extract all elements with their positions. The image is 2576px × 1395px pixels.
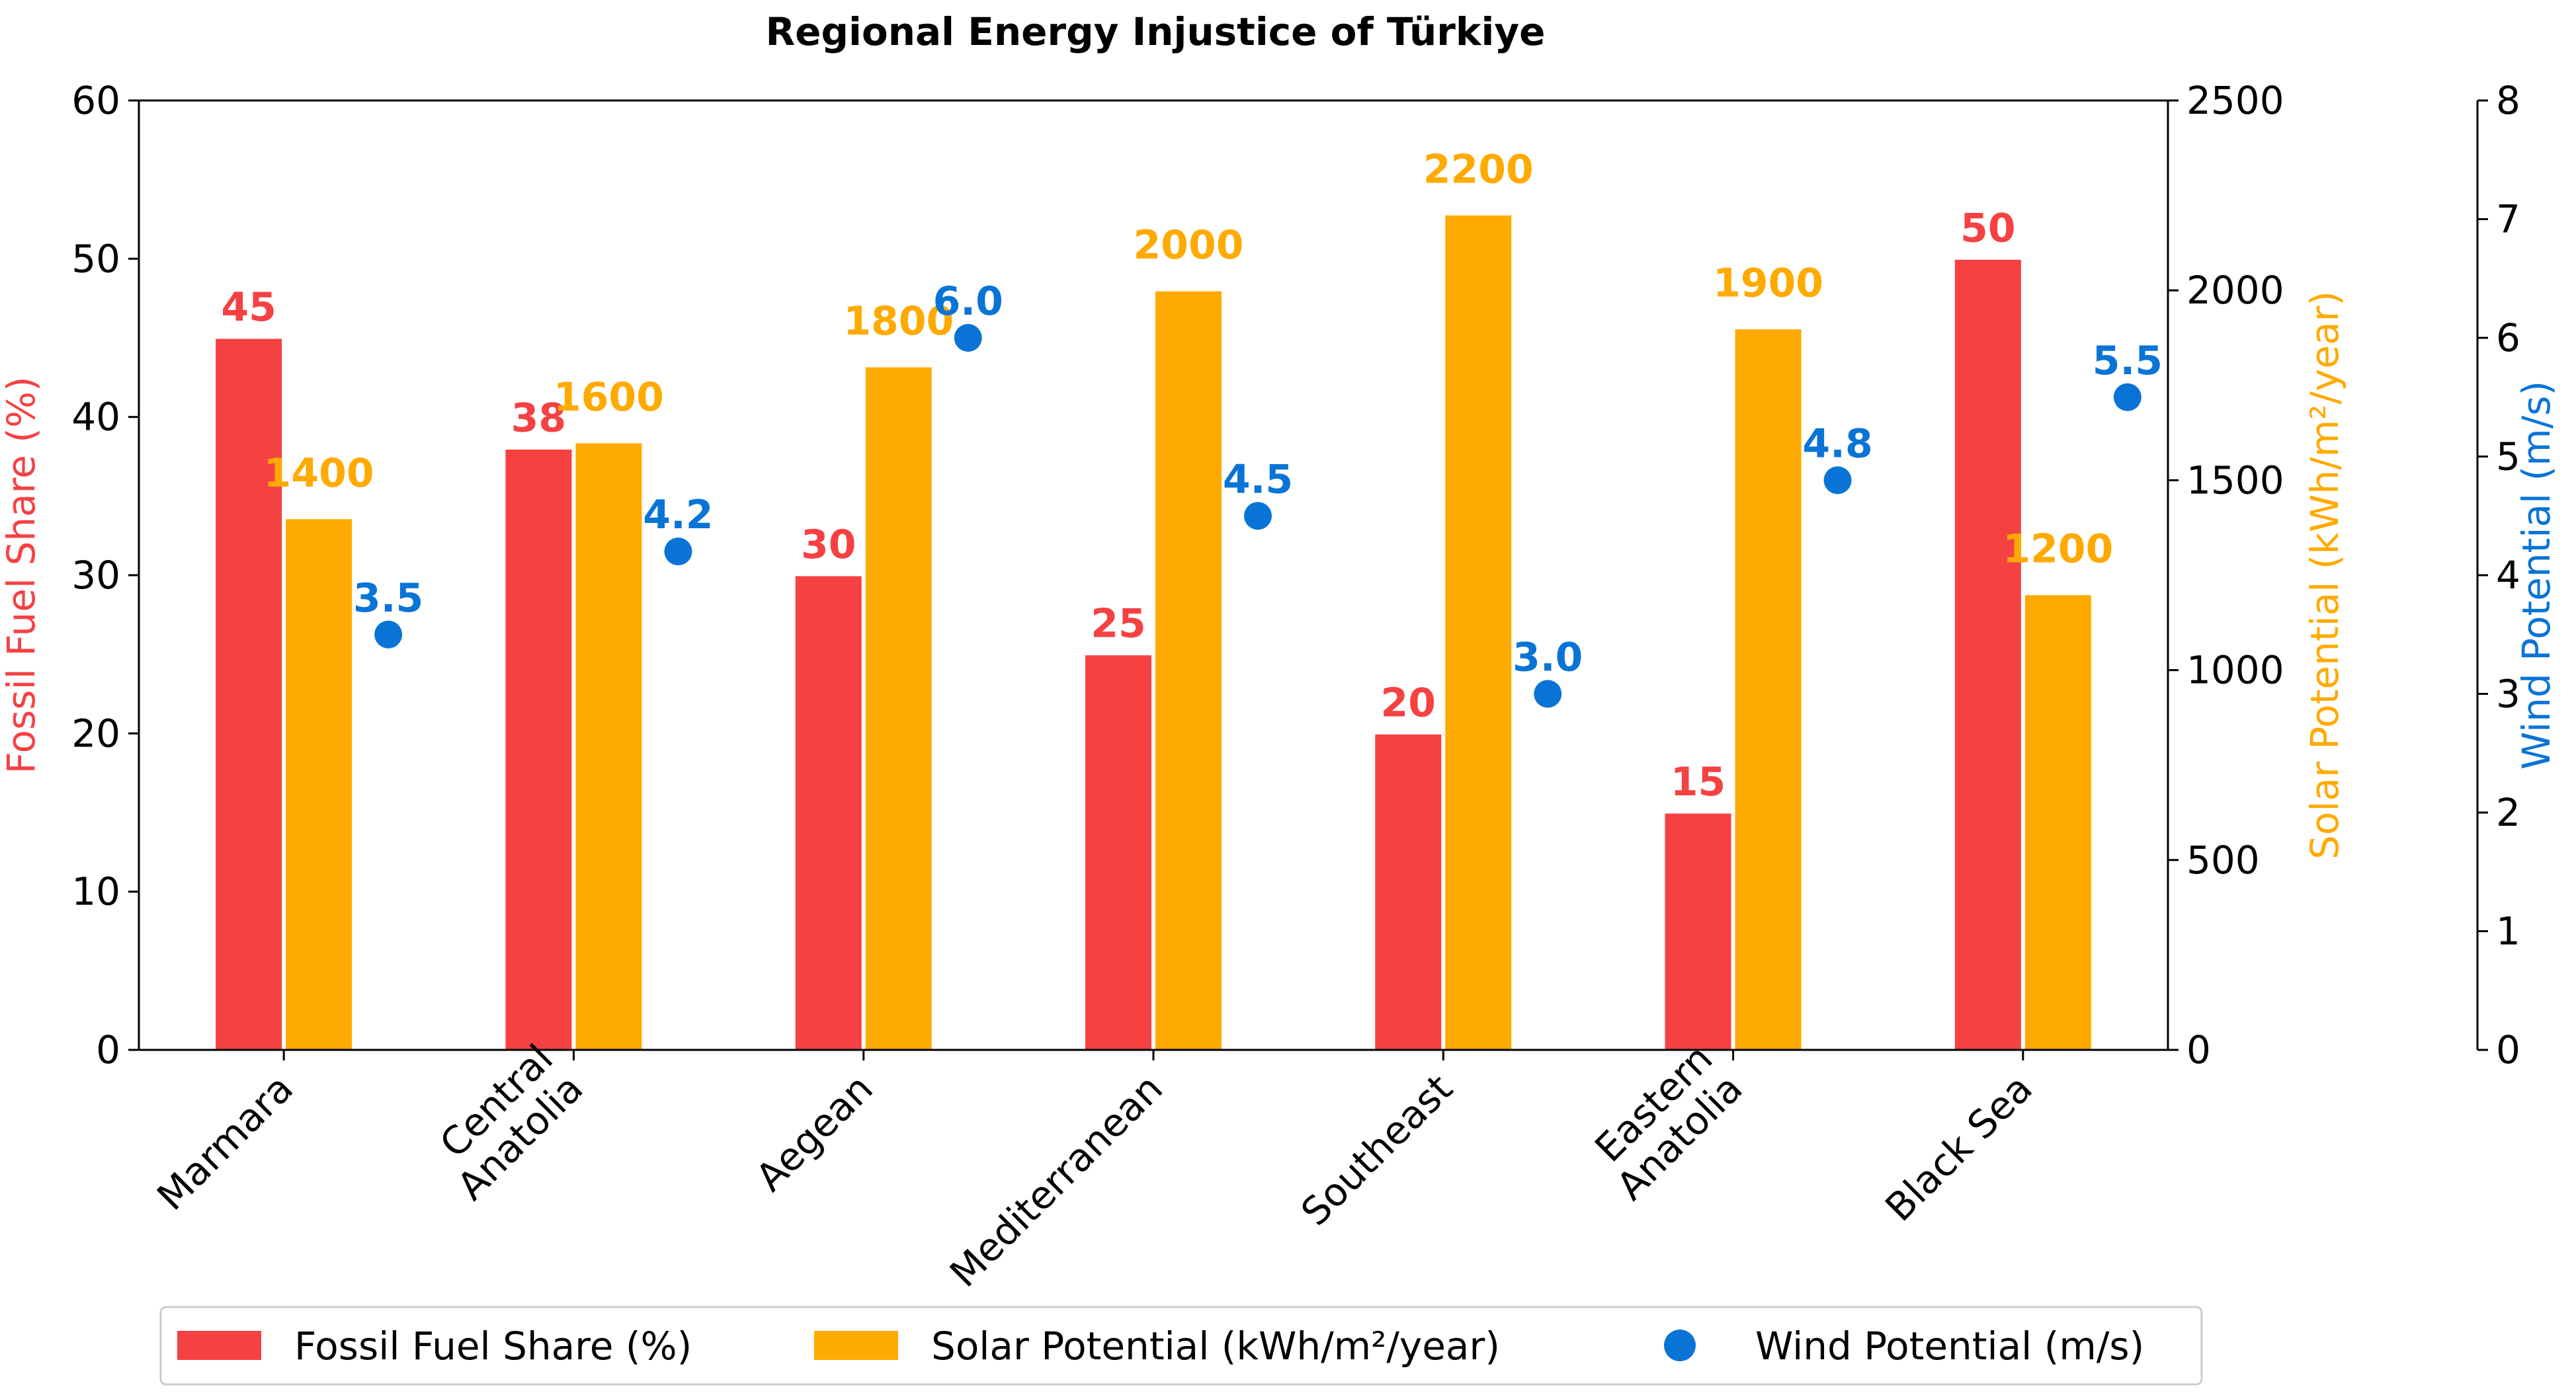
label-fossil: 15 [1671, 759, 1726, 805]
point-wind [1823, 466, 1852, 495]
label-wind: 4.5 [1223, 456, 1293, 502]
bar-solar [863, 365, 934, 1051]
wind-tick-label: 5 [2496, 434, 2520, 479]
point-wind [374, 620, 403, 649]
wind-tick-label: 4 [2496, 553, 2520, 598]
bar-fossil [1952, 257, 2023, 1051]
right-tick-label: 0 [2186, 1027, 2211, 1072]
label-solar: 2200 [1423, 146, 1534, 192]
bar-solar [1443, 213, 1514, 1051]
wind-tick-label: 6 [2496, 315, 2520, 360]
bar-solar [1733, 327, 1804, 1051]
right-tick-label: 1500 [2186, 458, 2284, 502]
wind-axis-title: Wind Potential (m/s) [2514, 381, 2559, 770]
category-label: Aegean [747, 1066, 882, 1200]
left-tick-label: 30 [71, 553, 120, 598]
left-tick-label: 10 [71, 869, 120, 914]
bar-solar [573, 441, 644, 1051]
label-solar: 1900 [1713, 260, 1823, 307]
category-label: Southeast [1292, 1066, 1461, 1234]
right-tick-label: 500 [2186, 838, 2260, 883]
left-tick-label: 50 [71, 236, 120, 281]
bar-solar [284, 517, 354, 1051]
wind-tick-label: 2 [2496, 790, 2520, 835]
category-label: Mediterranean [941, 1066, 1171, 1296]
legend-label-solar: Solar Potential (kWh/m²/year) [931, 1324, 1500, 1369]
label-solar: 1600 [554, 374, 664, 420]
label-wind: 5.5 [2093, 338, 2163, 384]
label-fossil: 30 [801, 522, 856, 568]
label-wind: 6.0 [933, 278, 1003, 325]
wind-points [374, 324, 2141, 708]
category-label: Marmara [148, 1066, 302, 1219]
wind-axis-ticks: 0 1 2 3 4 5 6 7 8 [2477, 78, 2520, 1072]
solar-bars [284, 213, 2093, 1051]
legend-label-wind: Wind Potential (m/s) [1755, 1324, 2144, 1369]
legend-box [159, 1306, 2203, 1386]
label-solar: 1200 [2003, 526, 2113, 573]
label-wind: 4.2 [643, 492, 713, 538]
category-label: Black Sea [1876, 1066, 2040, 1230]
label-fossil: 45 [221, 284, 276, 331]
label-wind: 3.0 [1513, 635, 1583, 681]
right-axis-ticks: 0 500 1000 1500 2000 2500 [2168, 78, 2284, 1072]
bar-fossil [1083, 653, 1153, 1051]
wind-tick-label: 3 [2496, 672, 2520, 717]
wind-tick-label: 0 [2496, 1027, 2520, 1072]
right-axis-title: Solar Potential (kWh/m²/year) [2302, 291, 2347, 859]
right-tick-label: 1000 [2186, 648, 2284, 693]
right-tick-label: 2500 [2186, 78, 2284, 123]
left-tick-label: 0 [96, 1027, 120, 1072]
label-fossil: 50 [1960, 205, 2016, 251]
bar-solar [1153, 289, 1224, 1051]
chart-title: Regional Energy Injustice of Türkiye [765, 9, 1545, 54]
category-label: CentralAnatolia [419, 1036, 592, 1209]
legend-label-fossil: Fossil Fuel Share (%) [294, 1324, 692, 1369]
legend: Fossil Fuel Share (%) Solar Potential (k… [159, 1306, 2203, 1386]
point-wind [954, 324, 982, 352]
point-wind [664, 538, 692, 566]
point-wind [1534, 680, 1562, 708]
bar-fossil [1373, 732, 1444, 1051]
label-solar: 1800 [843, 298, 954, 344]
left-tick-label: 20 [71, 711, 120, 756]
right-tick-label: 2000 [2186, 268, 2284, 313]
label-fossil: 25 [1091, 601, 1146, 647]
label-fossil: 20 [1381, 680, 1436, 726]
bar-fossil [503, 448, 574, 1051]
category-labels: Marmara CentralAnatolia Aegean Mediterranea… [148, 1036, 2041, 1296]
legend-swatch-solar [814, 1331, 898, 1360]
left-axis-ticks: 0 10 20 30 40 50 60 [71, 78, 139, 1072]
label-wind: 4.8 [1802, 420, 1872, 467]
label-solar: 2000 [1134, 222, 1244, 268]
wind-tick-label: 1 [2496, 909, 2520, 954]
legend-marker-wind [1664, 1330, 1696, 1361]
fossil-bars [214, 257, 2023, 1051]
left-tick-label: 40 [71, 395, 120, 440]
bar-fossil [214, 337, 284, 1051]
point-wind [1244, 502, 1272, 530]
label-solar: 1400 [264, 450, 374, 497]
label-fossil: 38 [511, 395, 567, 442]
left-tick-label: 60 [71, 78, 120, 123]
bar-solar [2022, 593, 2093, 1051]
left-axis-title: Fossil Fuel Share (%) [0, 376, 44, 774]
category-label: EasternAnatolia [1578, 1036, 1751, 1209]
bar-fossil [793, 574, 864, 1051]
wind-tick-label: 7 [2496, 197, 2520, 242]
bar-fossil [1663, 811, 1733, 1051]
label-wind: 3.5 [353, 575, 423, 621]
wind-tick-label: 8 [2496, 78, 2520, 123]
legend-swatch-fossil [177, 1331, 261, 1360]
point-wind [2113, 383, 2141, 411]
